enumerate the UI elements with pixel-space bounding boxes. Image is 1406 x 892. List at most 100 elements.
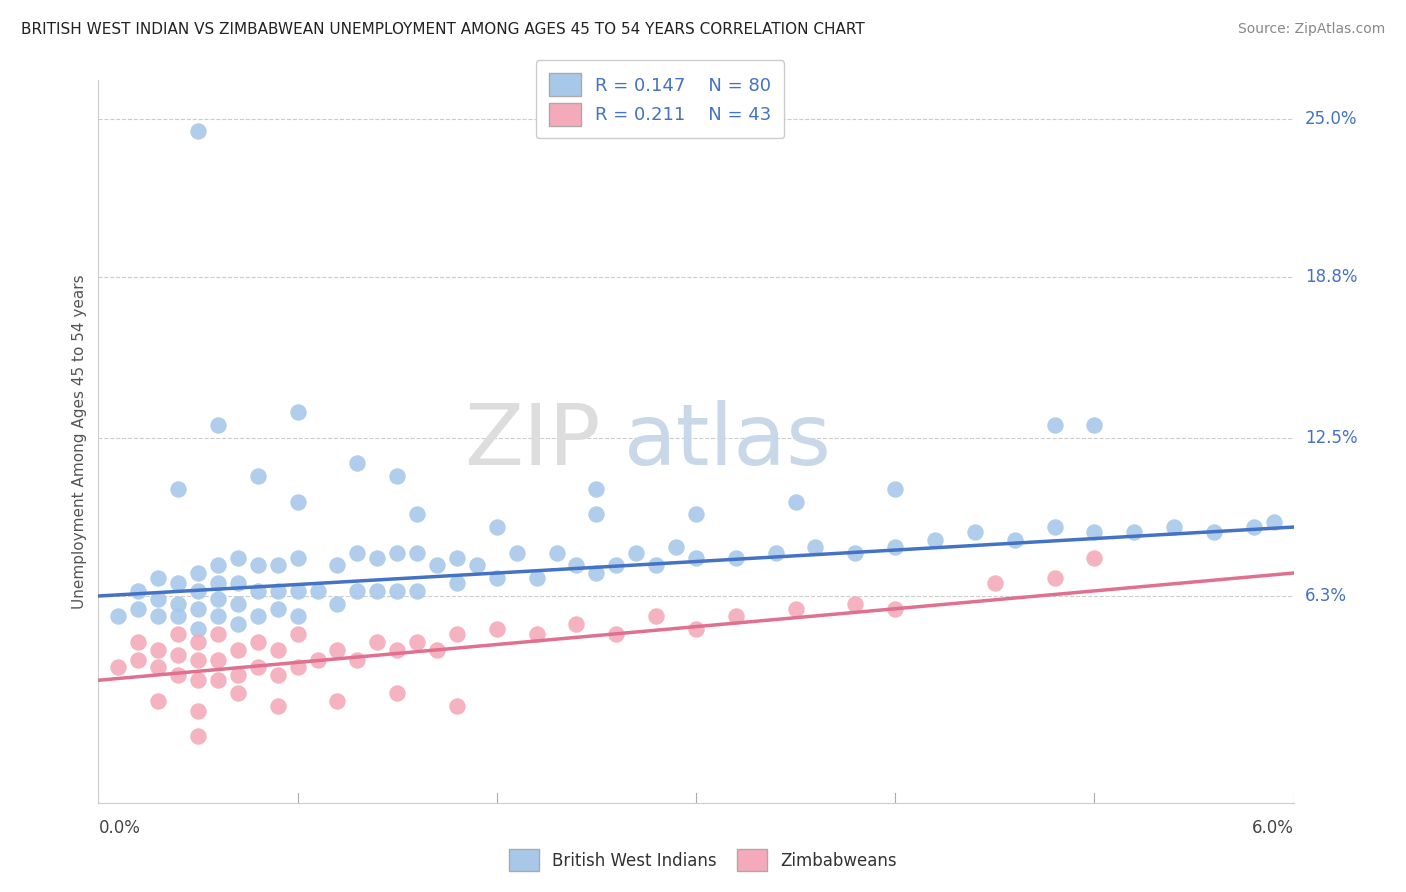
Point [1043,571,1066,585]
Text: Source: ZipAtlas.com: Source: ZipAtlas.com [1237,22,1385,37]
Point [267,698,290,713]
Point [287,494,309,508]
Point [307,653,329,667]
Point [366,583,388,598]
Point [605,558,627,573]
Point [167,648,190,662]
Point [346,546,368,560]
Point [426,642,449,657]
Point [465,558,488,573]
Point [804,541,827,555]
Point [167,597,190,611]
Point [884,541,907,555]
Point [226,668,249,682]
Point [226,597,249,611]
Point [267,668,290,682]
Text: atlas: atlas [624,400,832,483]
Point [127,635,149,649]
Point [246,609,269,624]
Point [605,627,627,641]
Point [326,694,349,708]
Text: 6.0%: 6.0% [1251,820,1294,838]
Point [385,686,409,700]
Point [287,627,309,641]
Point [207,576,229,591]
Text: 0.0%: 0.0% [98,820,141,838]
Point [884,601,907,615]
Point [127,653,149,667]
Point [685,508,707,522]
Point [226,576,249,591]
Point [1263,515,1285,529]
Text: 12.5%: 12.5% [1305,429,1357,447]
Point [127,601,149,615]
Legend: R = 0.147    N = 80, R = 0.211    N = 43: R = 0.147 N = 80, R = 0.211 N = 43 [536,61,785,138]
Point [246,635,269,649]
Point [406,546,429,560]
Point [526,571,548,585]
Point [385,583,409,598]
Point [287,405,309,419]
Point [924,533,946,547]
Point [963,525,986,540]
Point [526,627,548,641]
Point [884,482,907,496]
Point [148,660,170,674]
Point [148,591,170,606]
Point [1043,520,1066,534]
Point [226,550,249,565]
Point [724,550,747,565]
Point [207,609,229,624]
Point [346,456,368,470]
Text: 6.3%: 6.3% [1305,587,1347,605]
Point [107,609,129,624]
Point [207,417,229,432]
Point [585,508,607,522]
Point [187,635,209,649]
Point [626,546,648,560]
Point [366,635,388,649]
Point [1043,417,1066,432]
Point [785,601,807,615]
Point [207,627,229,641]
Point [844,546,866,560]
Point [326,558,349,573]
Point [426,558,449,573]
Point [585,566,607,580]
Point [446,627,468,641]
Y-axis label: Unemployment Among Ages 45 to 54 years: Unemployment Among Ages 45 to 54 years [72,274,87,609]
Point [546,546,568,560]
Point [207,673,229,688]
Point [187,601,209,615]
Point [485,571,508,585]
Point [724,609,747,624]
Text: 25.0%: 25.0% [1305,110,1357,128]
Point [246,469,269,483]
Point [565,617,588,632]
Point [148,571,170,585]
Point [226,617,249,632]
Point [287,583,309,598]
Point [645,609,668,624]
Point [346,653,368,667]
Point [127,583,149,598]
Point [446,698,468,713]
Point [645,558,668,573]
Point [385,642,409,657]
Point [187,730,209,744]
Point [565,558,588,573]
Point [585,482,607,496]
Point [685,550,707,565]
Point [207,591,229,606]
Point [406,583,429,598]
Legend: British West Indians, Zimbabweans: British West Indians, Zimbabweans [501,841,905,880]
Point [226,642,249,657]
Point [446,576,468,591]
Point [1243,520,1265,534]
Point [685,622,707,636]
Point [187,566,209,580]
Point [1004,533,1026,547]
Point [287,609,309,624]
Point [167,609,190,624]
Point [246,558,269,573]
